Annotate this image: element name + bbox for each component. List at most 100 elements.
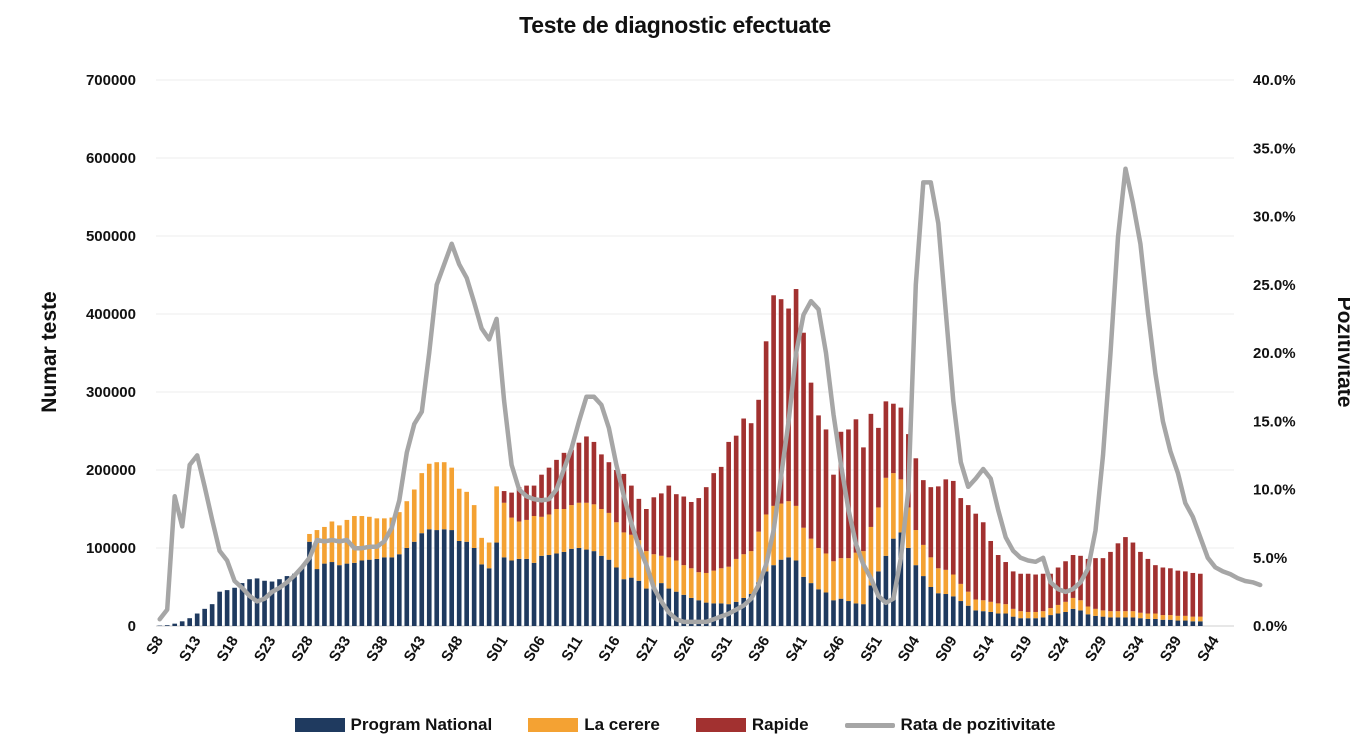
bar-program-national bbox=[1070, 608, 1076, 626]
bar-program-national bbox=[748, 594, 754, 626]
bar-program-national bbox=[1145, 618, 1151, 626]
bar-la-cerere bbox=[876, 507, 881, 572]
bar-rapide bbox=[921, 480, 926, 545]
bar-rapide bbox=[898, 407, 904, 480]
bar-program-national bbox=[314, 569, 320, 626]
bar-rapide bbox=[1190, 572, 1196, 617]
bar-program-national bbox=[980, 611, 986, 626]
bar-la-cerere bbox=[1048, 608, 1053, 616]
bar-program-national bbox=[995, 613, 1001, 626]
bar-la-cerere bbox=[426, 463, 432, 530]
bar-rapide bbox=[629, 485, 634, 535]
bar-rapide bbox=[793, 289, 799, 506]
bar-rapide bbox=[1168, 568, 1173, 616]
bar-program-national bbox=[950, 596, 956, 626]
bar-la-cerere bbox=[666, 557, 672, 589]
bar-la-cerere bbox=[883, 477, 889, 556]
bar-program-national bbox=[778, 559, 784, 626]
bar-program-national bbox=[367, 559, 372, 626]
bar-program-national bbox=[382, 557, 387, 626]
bar-rapide bbox=[584, 436, 589, 503]
bar-program-national bbox=[988, 611, 994, 626]
bar-la-cerere bbox=[718, 568, 724, 604]
bar-rapide bbox=[1100, 558, 1106, 611]
bar-la-cerere bbox=[561, 509, 567, 552]
bar-la-cerere bbox=[449, 467, 455, 531]
bar-la-cerere bbox=[846, 558, 851, 602]
bar-la-cerere bbox=[816, 548, 821, 590]
bar-rapide bbox=[1145, 558, 1151, 614]
bar-program-national bbox=[1003, 613, 1008, 626]
legend-label: Rapide bbox=[751, 715, 809, 734]
bar-la-cerere bbox=[1160, 615, 1166, 620]
bar-program-national bbox=[673, 591, 679, 626]
bar-la-cerere bbox=[322, 526, 327, 564]
bar-rapide bbox=[1153, 565, 1158, 614]
bar-la-cerere bbox=[599, 509, 604, 556]
bar-program-national bbox=[389, 557, 395, 626]
bar-program-national bbox=[247, 579, 252, 626]
bar-rapide bbox=[688, 501, 694, 569]
bar-la-cerere bbox=[995, 603, 1001, 614]
bar-program-national bbox=[943, 594, 949, 626]
bar-rapide bbox=[561, 452, 567, 509]
bar-program-national bbox=[1197, 621, 1203, 626]
y2-tick-label: 15.0% bbox=[1253, 413, 1296, 430]
bar-la-cerere bbox=[681, 565, 687, 595]
bar-rapide bbox=[1175, 570, 1181, 616]
bar-rapide bbox=[1183, 571, 1188, 616]
bar-program-national bbox=[1190, 621, 1196, 626]
bar-program-national bbox=[479, 564, 484, 626]
bar-program-national bbox=[741, 597, 746, 626]
bar-program-national bbox=[1153, 618, 1158, 626]
bar-rapide bbox=[569, 449, 574, 506]
bar-program-national bbox=[606, 559, 612, 626]
bar-program-national bbox=[277, 579, 282, 626]
bar-la-cerere bbox=[636, 540, 642, 581]
bar-program-national bbox=[1130, 617, 1136, 626]
bar-rapide bbox=[891, 403, 896, 474]
bar-la-cerere bbox=[1130, 611, 1136, 618]
bar-program-national bbox=[501, 557, 507, 626]
bar-la-cerere bbox=[554, 509, 559, 554]
bar-program-national bbox=[1108, 617, 1113, 626]
bar-rapide bbox=[1138, 551, 1143, 613]
bar-rapide bbox=[995, 555, 1001, 604]
bar-program-national bbox=[883, 555, 889, 626]
bar-rapide bbox=[913, 458, 919, 531]
chart-title: Teste de diagnostic efectuate bbox=[519, 12, 831, 38]
bar-la-cerere bbox=[441, 462, 447, 530]
bar-la-cerere bbox=[531, 516, 537, 563]
y2-tick-label: 0.0% bbox=[1253, 618, 1287, 635]
bar-rapide bbox=[965, 505, 971, 592]
bar-la-cerere bbox=[763, 514, 769, 572]
bar-la-cerere bbox=[606, 512, 612, 560]
bar-la-cerere bbox=[524, 519, 529, 559]
bar-la-cerere bbox=[943, 569, 949, 595]
bar-la-cerere bbox=[891, 473, 896, 539]
bar-la-cerere bbox=[1153, 613, 1158, 619]
bar-rapide bbox=[1115, 543, 1121, 612]
bar-program-national bbox=[464, 541, 469, 626]
legend-item-rapide: Rapide bbox=[695, 715, 809, 735]
bar-la-cerere bbox=[651, 554, 657, 587]
bar-rapide bbox=[599, 454, 604, 509]
bar-program-national bbox=[486, 568, 492, 626]
bar-rapide bbox=[673, 494, 679, 561]
bar-rapide bbox=[861, 447, 866, 552]
x-tick-label: S39 bbox=[1157, 633, 1186, 665]
y2-tick-label: 35.0% bbox=[1253, 140, 1296, 157]
bar-la-cerere bbox=[1123, 611, 1128, 618]
bar-program-national bbox=[329, 562, 335, 626]
bar-program-national bbox=[928, 587, 934, 626]
bar-rapide bbox=[696, 498, 702, 573]
bar-la-cerere bbox=[1197, 616, 1203, 622]
bar-rapide bbox=[943, 479, 949, 570]
bar-la-cerere bbox=[741, 554, 746, 598]
bar-rapide bbox=[726, 441, 732, 567]
x-axis-ticks: S8 S13 S18 S23 S28 S33 S38 S43 S48 S01 S06 S11 S16 S2… bbox=[143, 633, 1223, 665]
bar-program-national bbox=[164, 625, 170, 626]
bar-la-cerere bbox=[539, 516, 544, 556]
bar-la-cerere bbox=[935, 568, 941, 594]
bar-rapide bbox=[935, 486, 941, 569]
